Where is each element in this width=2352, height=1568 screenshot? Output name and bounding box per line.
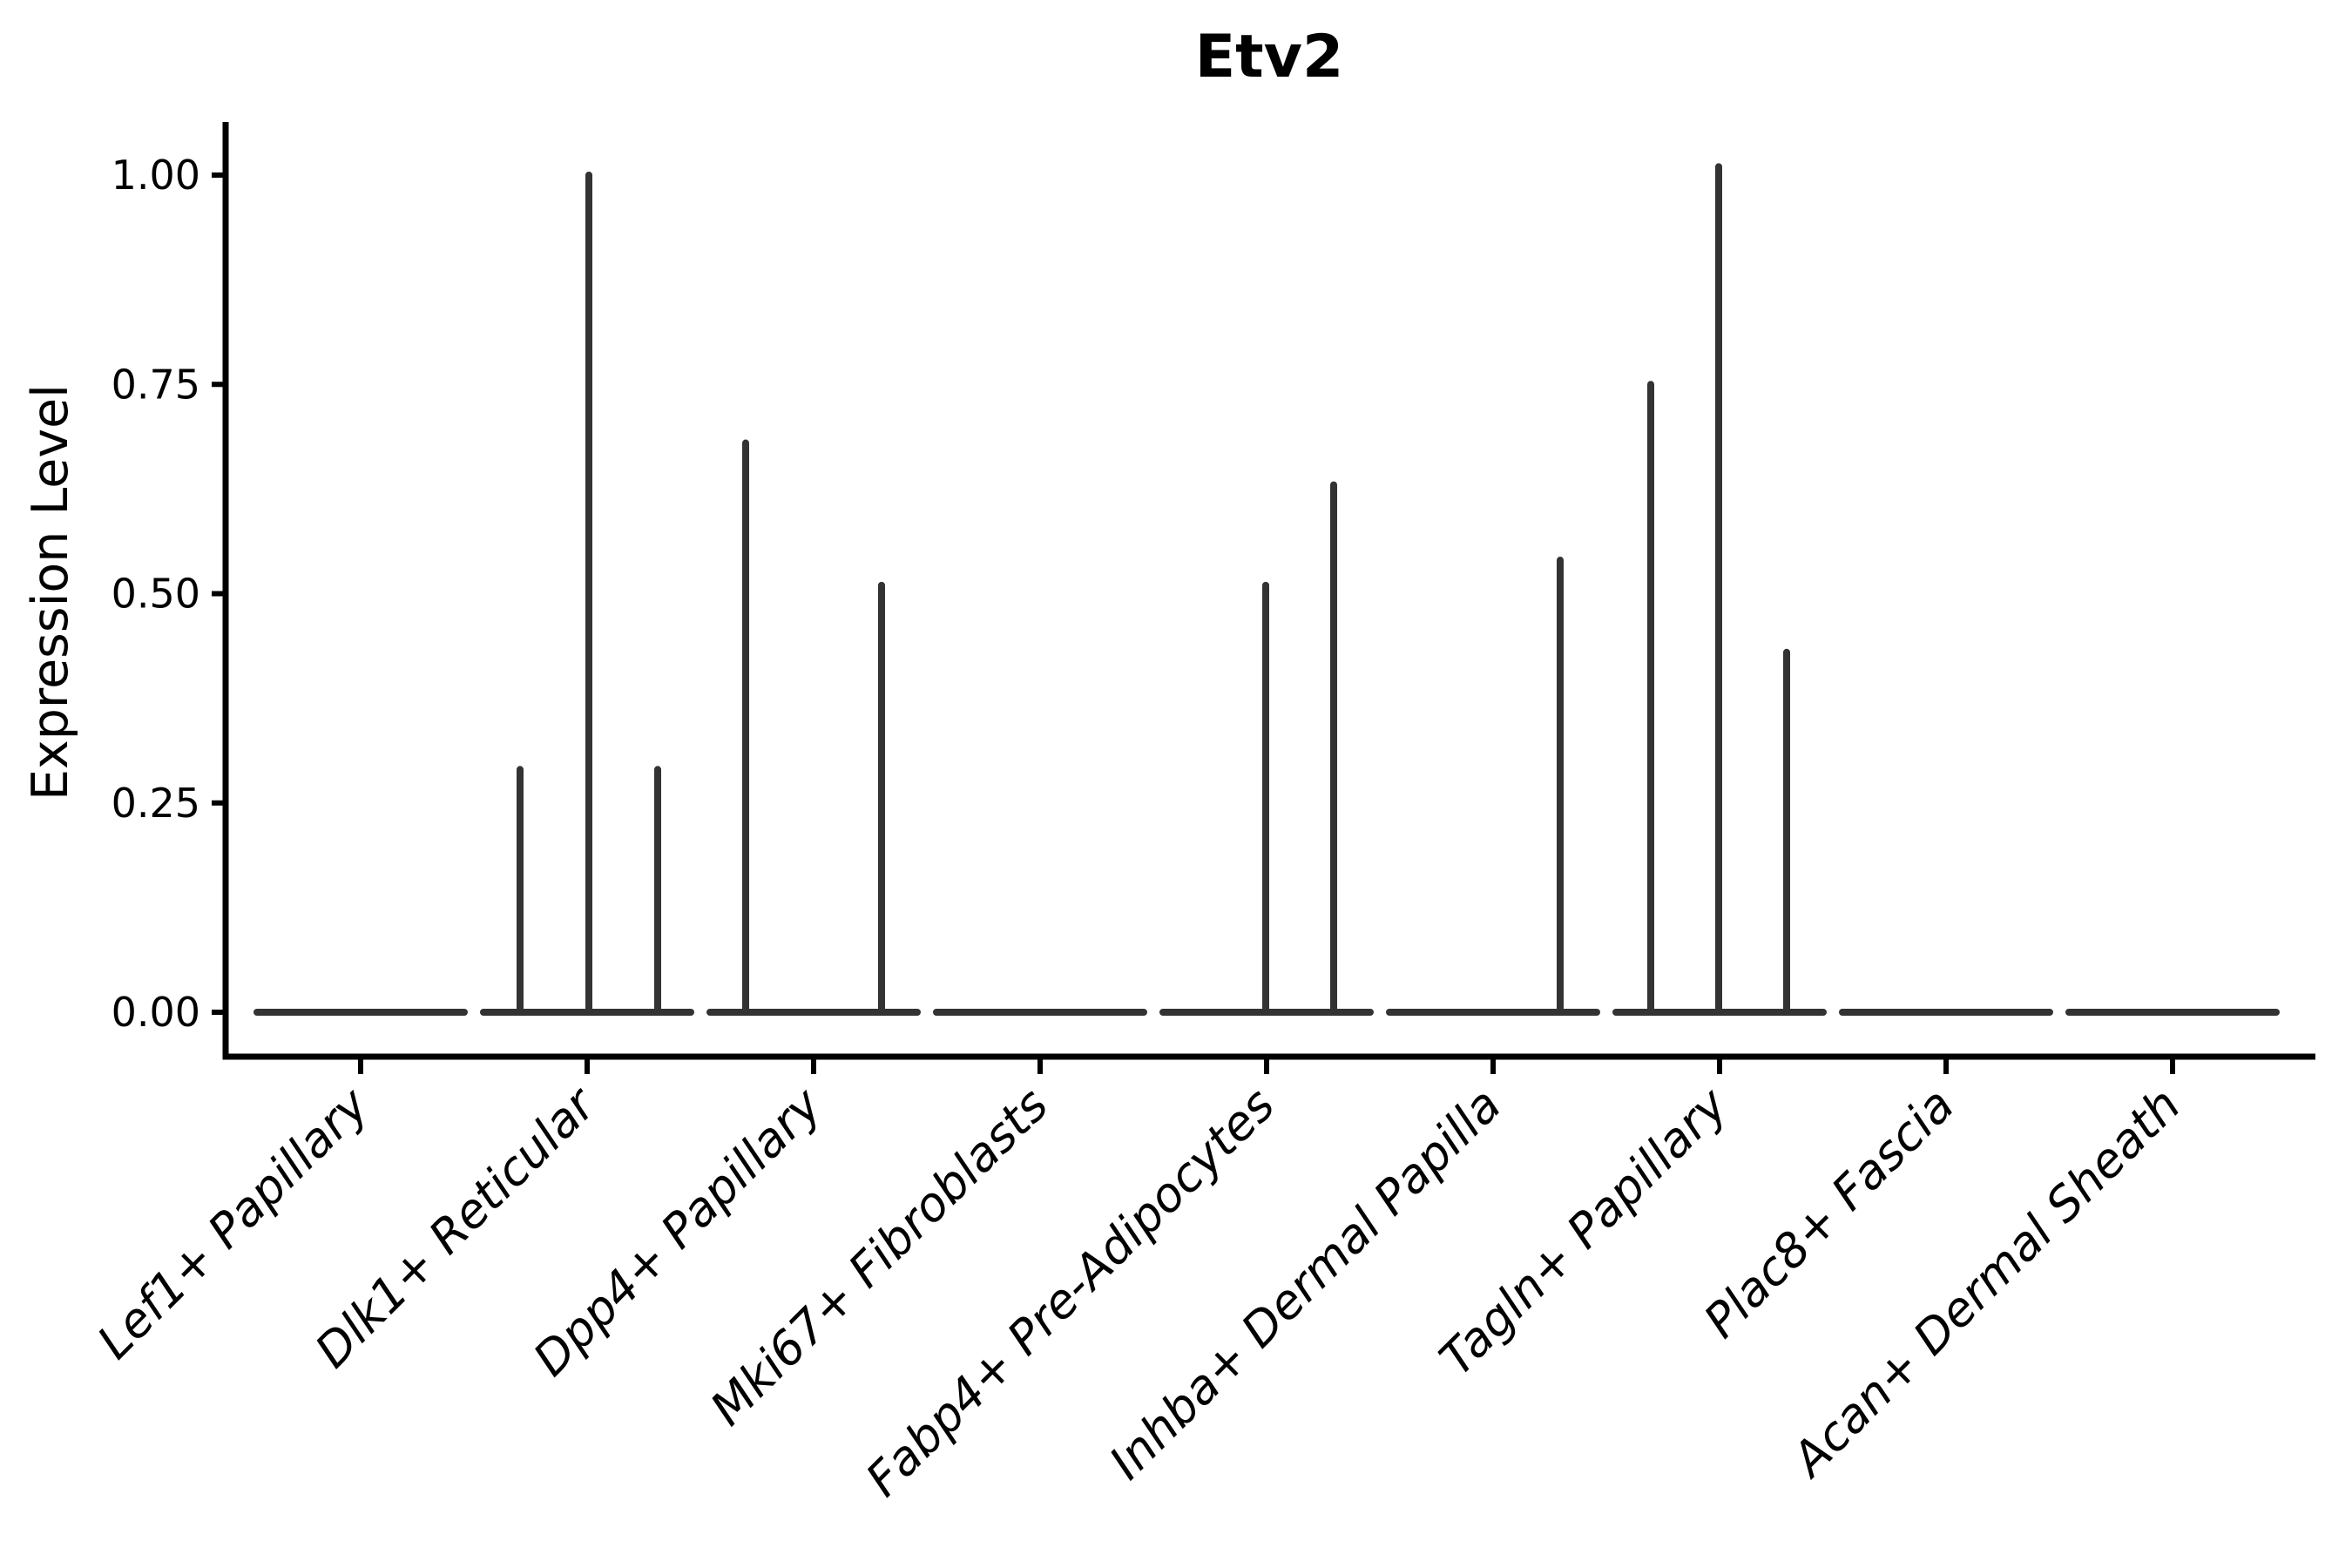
y-tick-label: 0.50 bbox=[112, 571, 200, 618]
x-tick-label: Inhba+ Dermal Papilla bbox=[1098, 1078, 1511, 1490]
y-tick-label: 0.75 bbox=[112, 361, 200, 408]
x-tick-label: Acan+ Dermal Sheath bbox=[1780, 1078, 2191, 1489]
y-tick-label: 0.25 bbox=[112, 780, 200, 827]
y-tick-label: 0.00 bbox=[112, 989, 200, 1036]
y-tick-label: 1.00 bbox=[112, 152, 200, 199]
y-axis-title: Expression Level bbox=[22, 384, 79, 801]
x-tick-label: Fabp4+ Pre-Adipocytes bbox=[855, 1078, 1285, 1507]
chart-title: Etv2 bbox=[1194, 23, 1344, 91]
